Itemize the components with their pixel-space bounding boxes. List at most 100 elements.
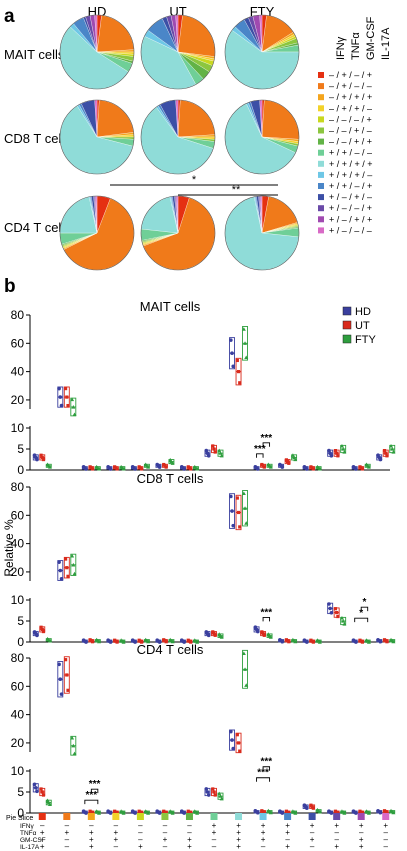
data-point — [33, 786, 38, 790]
data-point — [97, 639, 102, 644]
y-tick-label: 10 — [11, 764, 25, 778]
pie-legend-label: – / + / – / + — [329, 70, 372, 80]
data-point — [182, 640, 186, 644]
data-point — [164, 465, 168, 469]
table-cell: – — [334, 835, 339, 844]
table-cell: – — [384, 842, 389, 851]
data-point — [121, 640, 126, 644]
data-point — [72, 751, 77, 756]
data-point — [328, 606, 332, 611]
data-point — [65, 566, 69, 570]
data-point — [366, 465, 371, 469]
table-row-label: IL-17A — [20, 844, 40, 851]
table-cell: – — [114, 842, 119, 851]
data-point — [219, 796, 224, 801]
table-cell: + — [114, 835, 119, 844]
bar-legend-label-ut: UT — [355, 320, 370, 332]
y-tick-label: 40 — [11, 537, 25, 551]
data-point — [243, 506, 248, 510]
data-point — [243, 667, 248, 671]
legend-header-ifng: IFNγ — [335, 36, 347, 60]
table-cell: – — [187, 821, 192, 830]
data-point — [230, 738, 234, 742]
data-point — [382, 448, 387, 453]
panel-label-b: b — [4, 276, 16, 297]
significance-label: *** — [257, 768, 269, 779]
table-slice-swatch — [112, 813, 120, 820]
data-point — [84, 811, 88, 815]
data-point — [236, 510, 241, 515]
data-point — [97, 466, 102, 471]
data-point — [268, 465, 273, 469]
pie-outline — [224, 99, 300, 175]
data-point — [97, 811, 102, 815]
pie-legend-swatch — [318, 138, 324, 145]
table-cell: + — [359, 842, 364, 851]
data-point — [342, 622, 347, 626]
table-cell: – — [285, 835, 290, 844]
pie-legend-label: – / + / + / + — [329, 92, 372, 102]
table-slice-swatch — [235, 813, 243, 820]
pie-legend-label: + / – / + / – — [329, 192, 372, 202]
data-point — [268, 810, 273, 815]
data-point — [204, 787, 209, 791]
data-point — [58, 568, 63, 573]
pie-outline — [140, 195, 216, 271]
pie-slice — [177, 99, 216, 138]
data-point — [335, 451, 339, 455]
data-point — [205, 790, 210, 794]
pie-legend-label: – / + / + / – — [329, 103, 372, 113]
data-point — [84, 467, 88, 471]
data-point — [385, 454, 389, 458]
data-point — [354, 640, 358, 644]
data-point — [59, 403, 64, 408]
table-row-label: TNFα — [20, 830, 37, 837]
y-tick-label: 10 — [11, 593, 25, 607]
data-point — [146, 639, 151, 644]
pie-legend-swatch — [318, 160, 324, 167]
data-point — [59, 577, 64, 581]
y-tick-label: 10 — [11, 421, 25, 435]
data-point — [378, 810, 383, 815]
table-cell: + — [359, 835, 364, 844]
data-point — [305, 467, 309, 471]
table-cell: – — [89, 821, 94, 830]
pie-row-label-cd8: CD8 T cells — [4, 131, 71, 146]
data-point — [90, 640, 95, 644]
data-point — [108, 811, 113, 815]
pie-legend-label: + / + / + / + — [329, 159, 373, 169]
data-point — [182, 467, 186, 471]
data-point — [354, 467, 358, 471]
table-cell: + — [236, 821, 241, 830]
table-cell: – — [65, 821, 70, 830]
significance-bracket — [90, 788, 99, 794]
data-point — [47, 638, 52, 643]
data-point — [229, 494, 233, 499]
table-cell: + — [285, 842, 290, 851]
y-tick-label: 40 — [11, 708, 25, 722]
pie-legend-swatch — [318, 227, 324, 234]
table-cell: – — [334, 828, 339, 837]
pie-grid — [59, 14, 300, 271]
data-point — [329, 811, 334, 815]
bar-legend-label-fty: FTY — [355, 334, 376, 346]
table-cell: + — [285, 828, 290, 837]
data-point — [41, 457, 46, 462]
table-cell: + — [383, 821, 388, 830]
data-point — [212, 790, 216, 794]
pie-legend-label: – / – / + / + — [329, 137, 372, 147]
y-tick-label: 80 — [11, 480, 25, 494]
data-point — [212, 632, 216, 636]
pie-slice — [96, 99, 134, 138]
pie-legend-swatch — [318, 116, 324, 123]
data-point — [317, 466, 322, 471]
data-point — [238, 749, 242, 753]
data-point — [218, 794, 223, 798]
sig-label-hd-fty: * — [192, 174, 197, 186]
category-table: Pie SliceIFNγTNFαGM-CSFIL-17A–+–+–+–––++… — [6, 813, 390, 851]
data-point — [108, 640, 113, 644]
data-point — [280, 639, 285, 644]
data-point — [293, 639, 298, 644]
data-point — [65, 673, 69, 677]
